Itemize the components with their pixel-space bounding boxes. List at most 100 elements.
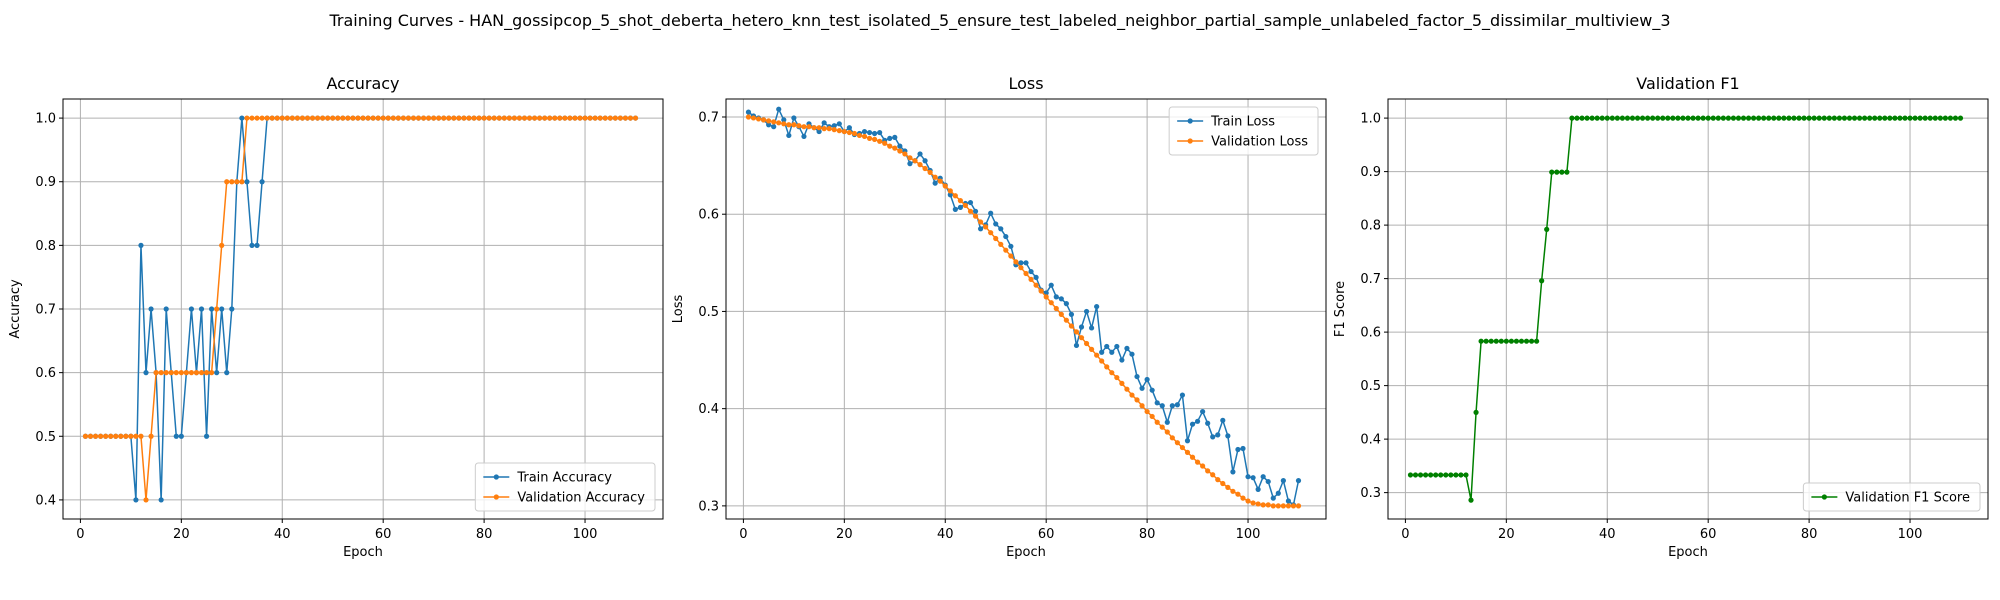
loss-data-point (1013, 259, 1019, 265)
accuracy-xtick-label: 20 (173, 527, 190, 542)
accuracy-data-point (148, 306, 154, 312)
loss-data-point (831, 127, 837, 133)
loss-data-point (1058, 311, 1064, 317)
f1-data-point (1660, 115, 1666, 121)
loss-ytick-label: 0.5 (698, 305, 719, 320)
f1-legend-swatch-marker (1821, 494, 1827, 500)
accuracy-data-point (203, 433, 210, 439)
f1-data-point (1554, 169, 1560, 175)
accuracy-data-point (314, 115, 321, 121)
loss-data-point (877, 138, 883, 144)
loss-data-point (932, 174, 938, 180)
f1-data-point (1872, 115, 1878, 121)
loss-data-point (967, 208, 974, 214)
accuracy-data-point (380, 115, 386, 121)
figure-title: Training Curves - HAN_gossipcop_5_shot_d… (328, 11, 1670, 31)
accuracy-data-point (542, 115, 548, 121)
f1-title: Validation F1 (1636, 74, 1739, 93)
loss-data-point (1295, 503, 1302, 509)
accuracy-data-point (178, 370, 184, 376)
loss-data-point (1003, 247, 1009, 253)
f1-data-point (1877, 115, 1883, 121)
loss-data-point (1134, 373, 1140, 380)
accuracy-data-point (193, 370, 200, 376)
loss-data-point (917, 151, 923, 157)
loss-data-point (897, 148, 903, 154)
loss-data-point (947, 192, 953, 198)
accuracy-data-point (214, 306, 220, 312)
f1-data-point (1448, 472, 1454, 478)
accuracy-data-point (239, 179, 245, 185)
f1-data-point (1428, 472, 1434, 478)
loss-data-point (1129, 351, 1135, 357)
loss-data-point (917, 162, 923, 168)
loss-data-point (1174, 402, 1180, 408)
loss-data-point (1033, 274, 1039, 280)
loss-data-point (856, 132, 863, 139)
accuracy-data-point (496, 115, 502, 121)
f1-data-point (1468, 497, 1474, 503)
accuracy-data-point (133, 433, 139, 439)
loss-data-point (816, 128, 822, 135)
loss-data-point (1179, 392, 1186, 398)
loss-data-point (1089, 325, 1095, 331)
accuracy-data-point (622, 115, 629, 121)
f1-data-point (1458, 472, 1464, 478)
accuracy-data-point (446, 115, 452, 121)
accuracy-data-point (158, 370, 164, 376)
loss-panel: 0 20 40 60 80 100 0.3 0.4 0.5 0.6 0.7 Loss Epoch L… (671, 74, 1327, 560)
loss-data-point (1068, 323, 1075, 329)
f1-data-point (1786, 115, 1792, 121)
accuracy-data-point (133, 497, 139, 503)
loss-data-point (1119, 380, 1125, 386)
f1-data-point (1624, 115, 1631, 121)
f1-data-point (1766, 115, 1772, 121)
loss-data-point (1078, 324, 1085, 330)
loss-data-point (861, 128, 868, 135)
accuracy-data-point (198, 306, 205, 312)
accuracy-data-point (335, 115, 341, 121)
f1-data-point (1831, 115, 1837, 121)
loss-data-point (1230, 469, 1236, 475)
loss-data-point (771, 119, 777, 125)
loss-data-point (781, 117, 787, 123)
accuracy-data-point (269, 115, 275, 121)
accuracy-data-point (209, 306, 215, 312)
loss-data-point (1245, 498, 1251, 504)
loss-data-point (1280, 478, 1286, 484)
accuracy-data-point (436, 115, 442, 121)
accuracy-data-point (214, 370, 220, 376)
loss-data-point (755, 116, 762, 122)
accuracy-data-point (370, 115, 376, 121)
f1-xtick-label: 20 (1498, 527, 1515, 542)
accuracy-data-point (426, 115, 432, 121)
f1-data-point (1730, 115, 1737, 121)
loss-data-point (998, 241, 1004, 247)
f1-data-point (1705, 115, 1711, 121)
accuracy-legend-label-validation: Validation Accuracy (517, 491, 645, 506)
f1-data-point (1751, 115, 1757, 121)
loss-data-point (1018, 260, 1024, 266)
f1-data-point (1841, 115, 1848, 121)
loss-data-point (1023, 260, 1029, 266)
accuracy-data-point (173, 370, 179, 376)
accuracy-data-point (390, 115, 396, 121)
f1-data-point (1781, 115, 1787, 121)
f1-data-point (1735, 115, 1742, 121)
loss-data-point (1290, 503, 1297, 509)
loss-data-point (887, 143, 893, 149)
f1-data-point (1715, 115, 1721, 121)
loss-data-point (1063, 301, 1069, 307)
f1-data-point (1483, 338, 1489, 344)
loss-data-point (791, 115, 797, 121)
accuracy-data-point (597, 115, 603, 121)
loss-data-point (1048, 282, 1054, 288)
accuracy-data-point (506, 115, 512, 121)
accuracy-data-point (234, 179, 240, 185)
f1-data-point (1851, 115, 1858, 121)
accuracy-data-point (259, 179, 265, 185)
loss-data-point (1255, 486, 1261, 492)
loss-data-point (1200, 463, 1206, 469)
loss-data-point (1094, 303, 1100, 310)
loss-data-point (1099, 358, 1105, 364)
